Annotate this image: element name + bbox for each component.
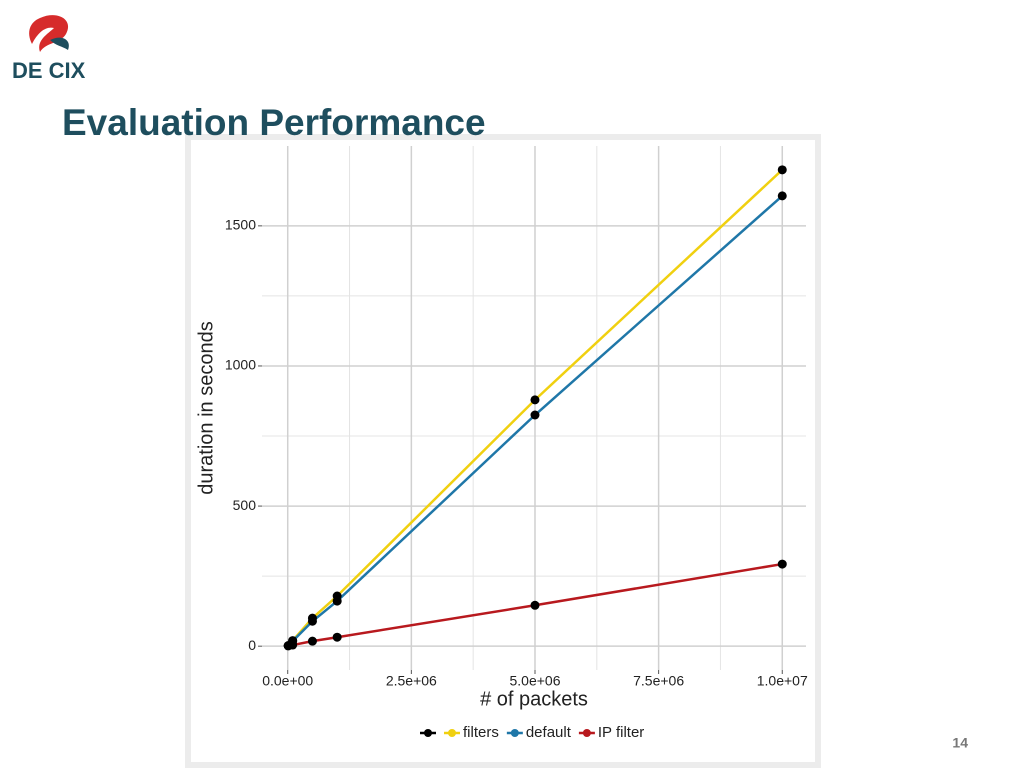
y-tick-label: 1500 bbox=[225, 217, 256, 233]
logo-mark-accent bbox=[50, 37, 69, 50]
data-point bbox=[777, 191, 787, 201]
x-tick-label: 1.0e+07 bbox=[757, 673, 808, 689]
x-tick-label: 7.5e+06 bbox=[633, 673, 684, 689]
legend-key bbox=[582, 729, 591, 737]
data-point bbox=[530, 600, 540, 610]
data-point bbox=[307, 636, 317, 646]
data-point bbox=[288, 640, 298, 650]
data-point bbox=[332, 632, 342, 642]
y-tick-label: 500 bbox=[233, 497, 257, 513]
page-number: 14 bbox=[952, 735, 968, 751]
x-tick-label: 0.0e+00 bbox=[262, 673, 313, 689]
y-tick-label: 1000 bbox=[225, 357, 256, 373]
data-point bbox=[332, 596, 342, 606]
data-point bbox=[307, 616, 317, 626]
chart-frame bbox=[185, 134, 821, 768]
data-point bbox=[777, 165, 787, 175]
x-axis-title: # of packets bbox=[480, 688, 588, 710]
legend-label: filters bbox=[463, 724, 499, 741]
legend-key bbox=[424, 729, 432, 737]
logo-text: DE CIX bbox=[12, 58, 86, 83]
data-point bbox=[530, 410, 540, 420]
legend-key bbox=[448, 729, 456, 737]
legend-label: default bbox=[526, 724, 572, 741]
logo-mark bbox=[29, 15, 69, 53]
data-point bbox=[530, 395, 540, 405]
legend-key bbox=[510, 729, 519, 737]
y-tick-label: 0 bbox=[248, 637, 256, 653]
slide-title: Evaluation Performance bbox=[62, 102, 486, 143]
y-axis-title: duration in seconds bbox=[195, 321, 217, 494]
x-tick-label: 2.5e+06 bbox=[386, 673, 437, 689]
x-tick-label: 5.0e+06 bbox=[509, 673, 560, 689]
data-point bbox=[777, 559, 787, 569]
legend-label: IP filter bbox=[598, 724, 644, 741]
chart: 0 500 1000 1500 0.0e+00 2.5e+06 5.0e+06 7.5e+06… bbox=[195, 146, 808, 741]
